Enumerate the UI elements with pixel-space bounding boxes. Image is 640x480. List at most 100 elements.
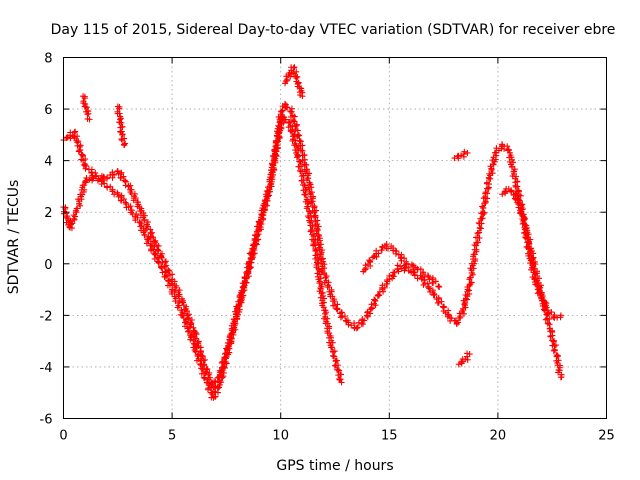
data-point-fill — [306, 198, 313, 205]
data-point-fill — [77, 146, 84, 153]
series-track-i — [282, 64, 306, 100]
data-point-fill — [328, 344, 335, 351]
data-point-fill — [344, 317, 351, 324]
data-point-fill — [526, 241, 533, 248]
data-point-fill — [158, 265, 165, 272]
data-point-fill — [188, 334, 195, 341]
data-point-fill — [152, 250, 159, 257]
data-point-fill — [282, 101, 289, 108]
data-point-fill — [127, 186, 134, 193]
data-point-fill — [481, 209, 488, 216]
data-point-fill — [296, 158, 303, 165]
data-point-fill — [455, 155, 462, 162]
data-point-fill — [183, 303, 190, 310]
data-point-fill — [511, 166, 518, 173]
data-point-fill — [488, 165, 495, 172]
data-point-fill — [274, 145, 281, 152]
data-point-fill — [380, 288, 387, 295]
data-point-fill — [432, 278, 439, 285]
data-point-fill — [310, 241, 317, 248]
data-point-fill — [550, 338, 557, 345]
data-point — [425, 273, 432, 280]
data-point — [436, 283, 443, 290]
y-tick-labels: -6 -4 -2 0 2 4 6 8 — [40, 52, 53, 428]
data-point-fill — [141, 232, 148, 239]
data-point-fill — [239, 284, 246, 291]
data-point-fill — [192, 342, 199, 349]
data-point-fill — [202, 369, 209, 376]
data-point-fill — [183, 316, 190, 323]
data-point-fill — [475, 219, 482, 226]
data-point-fill — [294, 81, 301, 88]
data-point-fill — [118, 192, 125, 199]
data-point-fill — [120, 173, 127, 180]
data-point-fill — [232, 326, 239, 333]
data-point-fill — [248, 256, 255, 263]
data-point — [557, 374, 564, 381]
data-point-fill — [304, 175, 311, 182]
data-point-fill — [81, 103, 88, 110]
data-point-fill — [359, 321, 366, 328]
data-point-fill — [152, 237, 159, 244]
x-tick-label: 25 — [598, 429, 615, 444]
data-point-fill — [293, 121, 300, 128]
data-point-fill — [425, 284, 432, 291]
data-point-fill — [259, 211, 266, 218]
x-tick-label: 5 — [168, 429, 176, 444]
data-point-fill — [393, 248, 400, 255]
data-point-fill — [290, 132, 297, 139]
data-point-fill — [163, 272, 170, 279]
data-point-fill — [288, 108, 295, 115]
data-point-fill — [257, 224, 264, 231]
data-point-fill — [549, 337, 556, 344]
data-point — [119, 131, 126, 138]
data-point-fill — [528, 256, 535, 263]
data-point-fill — [542, 302, 549, 309]
data-point-fill — [318, 256, 325, 263]
data-point-fill — [372, 298, 379, 305]
data-point-fill — [253, 228, 260, 235]
data-point-fill — [477, 215, 484, 222]
data-point-fill — [367, 306, 374, 313]
data-point-fill — [330, 352, 337, 359]
data-point-fill — [542, 306, 549, 313]
data-point — [466, 351, 473, 358]
data-point-fill — [316, 280, 323, 287]
data-point-fill — [502, 190, 509, 197]
data-point-fill — [278, 108, 285, 115]
data-point-fill — [179, 312, 186, 319]
y-tick-label: 0 — [44, 258, 52, 273]
data-point-fill — [507, 161, 514, 168]
data-point-fill — [477, 225, 484, 232]
data-point-fill — [524, 227, 531, 234]
data-point-fill — [72, 128, 79, 135]
data-point-fill — [122, 199, 129, 206]
data-point-fill — [214, 385, 221, 392]
data-point-fill — [398, 251, 405, 258]
data-point-fill — [459, 305, 466, 312]
data-point-fill — [398, 257, 405, 264]
data-point-fill — [298, 163, 305, 170]
data-point-fill — [355, 319, 362, 326]
data-point — [529, 255, 536, 262]
data-point-fill — [242, 279, 249, 286]
data-point-fill — [73, 205, 80, 212]
data-point-fill — [431, 290, 438, 297]
data-point-fill — [211, 388, 218, 395]
data-point-fill — [546, 316, 553, 323]
data-point-fill — [121, 177, 128, 184]
data-point-fill — [489, 170, 496, 177]
data-point-fill — [137, 223, 144, 230]
data-point-fill — [316, 271, 323, 278]
data-point-fill — [306, 179, 313, 186]
data-point-fill — [206, 384, 213, 391]
data-point-fill — [390, 245, 397, 252]
data-point-fill — [238, 287, 245, 294]
data-point — [557, 312, 564, 319]
data-point-fill — [70, 212, 77, 219]
data-point-fill — [490, 161, 497, 168]
data-point-fill — [315, 257, 322, 264]
data-point-fill — [298, 85, 305, 92]
data-point — [457, 152, 464, 159]
data-point-fill — [306, 208, 313, 215]
